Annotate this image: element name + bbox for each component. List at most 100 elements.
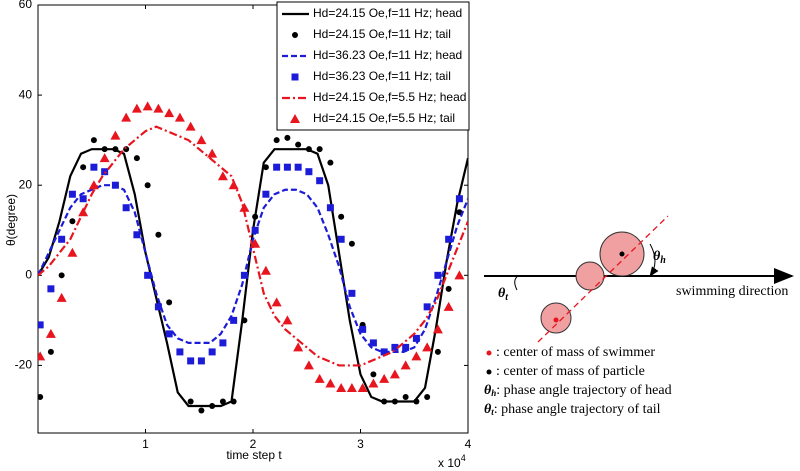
- y-tick-label: -20: [15, 358, 33, 372]
- marker: [123, 146, 130, 153]
- marker: [273, 163, 281, 171]
- marker: [445, 285, 452, 292]
- marker: [196, 135, 207, 145]
- marker: [262, 190, 270, 198]
- marker: [228, 180, 239, 190]
- marker: [357, 382, 368, 392]
- marker: [314, 373, 325, 383]
- marker: [239, 202, 250, 212]
- key-text: : center of mass of swimmer: [496, 345, 655, 360]
- marker: [99, 153, 110, 163]
- marker: [79, 195, 87, 203]
- marker: [90, 163, 98, 171]
- marker: [154, 303, 162, 311]
- marker: [176, 348, 184, 356]
- marker: [78, 207, 89, 217]
- marker: [241, 317, 248, 324]
- marker: [445, 235, 453, 243]
- legend-label: Hd=24.15 Oe,f=11 Hz; head: [313, 6, 462, 20]
- marker: [434, 271, 442, 279]
- plot-area: [38, 101, 468, 414]
- marker: [217, 171, 228, 181]
- marker: [185, 121, 196, 131]
- marker: [110, 130, 121, 140]
- series-line: [38, 184, 468, 354]
- marker: [380, 348, 388, 356]
- marker: [411, 351, 422, 361]
- marker: [47, 348, 54, 355]
- particle-center: [619, 251, 625, 257]
- marker: [290, 114, 300, 123]
- marker: [166, 299, 173, 306]
- y-tick-label: 20: [19, 177, 33, 191]
- marker: [391, 343, 399, 351]
- marker: [122, 204, 130, 212]
- marker: [58, 235, 66, 243]
- marker: [112, 146, 119, 153]
- key-swatch: [486, 369, 492, 375]
- marker: [165, 330, 173, 338]
- marker: [230, 316, 238, 324]
- marker: [346, 382, 357, 392]
- direction-label: swimming direction: [676, 284, 788, 299]
- marker: [155, 231, 162, 238]
- marker: [293, 342, 304, 352]
- marker: [422, 342, 433, 352]
- x-tick-label: 1: [142, 437, 149, 451]
- marker: [434, 348, 441, 355]
- marker: [90, 137, 97, 144]
- marker: [121, 112, 132, 122]
- subscript: h: [491, 388, 496, 398]
- marker: [303, 360, 314, 370]
- y-tick-label: 0: [25, 267, 32, 281]
- marker: [38, 321, 44, 329]
- marker: [413, 398, 420, 405]
- legend: Hd=24.15 Oe,f=11 Hz; head Hd=24.15 Oe,f=1…: [276, 1, 470, 131]
- marker: [164, 108, 175, 118]
- marker: [294, 163, 302, 171]
- marker: [412, 334, 420, 342]
- marker: [338, 213, 345, 220]
- marker: [305, 168, 313, 176]
- marker: [455, 195, 463, 203]
- marker: [368, 378, 379, 388]
- marker: [291, 73, 299, 81]
- head-angle-label: θh: [653, 249, 666, 266]
- marker: [391, 398, 398, 405]
- marker: [38, 393, 44, 400]
- swimmer-axis: [537, 215, 669, 343]
- series-line: [38, 125, 468, 367]
- marker: [67, 247, 78, 257]
- marker: [187, 357, 195, 365]
- y-tick-label: 40: [19, 87, 33, 101]
- marker: [402, 343, 410, 351]
- marker: [348, 289, 356, 297]
- symbol: θ: [484, 402, 492, 417]
- head-angle-arc: [649, 243, 659, 277]
- particle: [575, 261, 605, 291]
- marker: [142, 101, 153, 111]
- marker: [38, 351, 46, 361]
- marker: [88, 180, 99, 190]
- subscript: t: [505, 292, 509, 303]
- marker: [80, 164, 87, 171]
- marker: [198, 407, 205, 414]
- marker: [58, 272, 65, 279]
- marker: [144, 271, 152, 279]
- marker: [56, 292, 67, 302]
- marker: [251, 226, 259, 234]
- legend-label: Hd=24.15 Oe,f=5.5 Hz; tail: [313, 111, 455, 125]
- marker: [454, 270, 465, 280]
- legend-label: Hd=36.23 Oe,f=11 Hz; head: [313, 48, 462, 62]
- x-tick-label: 3: [357, 437, 364, 451]
- marker: [45, 328, 56, 338]
- marker: [282, 315, 293, 325]
- symbol: θ: [653, 249, 661, 264]
- marker: [389, 369, 400, 379]
- marker: [219, 339, 227, 347]
- marker: [327, 159, 334, 166]
- symbol: θ: [498, 286, 506, 301]
- marker: [240, 271, 248, 279]
- marker: [283, 163, 291, 171]
